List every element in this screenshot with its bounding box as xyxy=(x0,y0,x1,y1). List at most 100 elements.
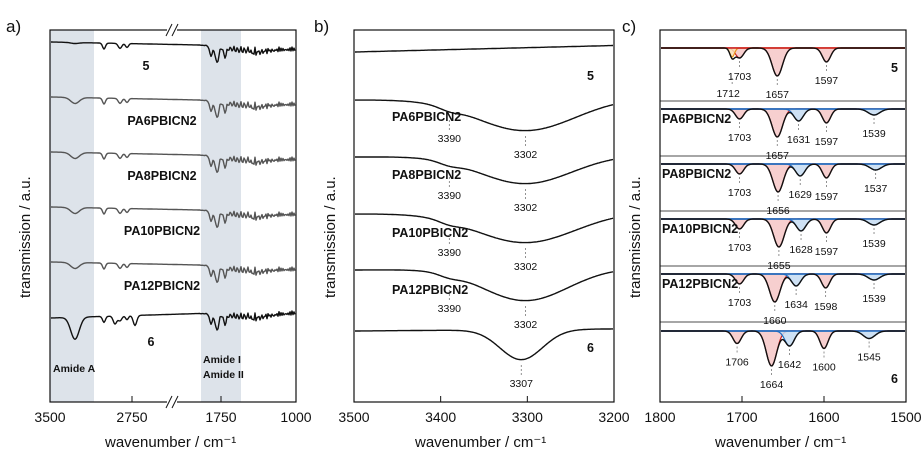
panel-b-peak-label: 3302 xyxy=(514,202,538,214)
panel-c-peak-label: 1600 xyxy=(812,362,836,374)
axis-break xyxy=(165,23,179,409)
panel-b-label: b) xyxy=(314,17,329,36)
panel-b-trace xyxy=(355,328,613,361)
panel-a-xtick-label: 1000 xyxy=(280,409,311,425)
panel-a-xtick-label: 2750 xyxy=(116,409,147,425)
panel-b-xtick-label: 3300 xyxy=(512,409,543,425)
panel-a-xtick-label: 3500 xyxy=(34,409,65,425)
panel-c-trace xyxy=(661,330,905,367)
panel-b-sample-label: 6 xyxy=(587,341,594,355)
panel-c-trace xyxy=(661,273,905,303)
panel-c-fit-fill xyxy=(660,109,905,137)
panel-c-sample-label: PA6PBICN2 xyxy=(662,112,731,126)
panel-b-sample-label: PA10PBICN2 xyxy=(392,226,468,240)
panel-c-peak-label: 1598 xyxy=(814,301,838,313)
panel-a-sample-label: 6 xyxy=(148,335,155,349)
region-label-amide-a: Amide A xyxy=(53,363,96,375)
panel-b-trace xyxy=(355,156,614,185)
panel-c-peak-label: 1634 xyxy=(784,299,808,311)
panel-b-ylabel: transmission / a.u. xyxy=(322,176,339,298)
panel-a-trace xyxy=(50,310,296,340)
panel-c-peak-label: 1597 xyxy=(815,75,839,87)
panel-a-xlabel: wavenumber / cm⁻¹ xyxy=(104,434,236,451)
panel-c-sample-label: 6 xyxy=(891,372,898,386)
panel-a: a) 5 PA6PBICN2 PA8PBICN2 PA10PBICN2 PA12PBIC… xyxy=(6,17,312,451)
amide-a-shade xyxy=(50,30,94,402)
panel-a-sample-label: PA8PBICN2 xyxy=(127,169,196,183)
panel-b-xtick-label: 3500 xyxy=(338,409,369,425)
panel-c-trace xyxy=(661,108,905,138)
panel-b-peak-label: 3390 xyxy=(438,190,462,202)
panel-c-peak-label: 1539 xyxy=(862,128,886,140)
panel-a-trace xyxy=(51,41,296,63)
panel-c-fit-fill xyxy=(660,274,905,302)
panel-c-peak-label: 1545 xyxy=(857,352,881,364)
panel-b-peak-label: 3390 xyxy=(438,133,462,145)
panel-a-ylabel: transmission / a.u. xyxy=(17,176,34,298)
panel-b-trace xyxy=(355,269,614,302)
panel-b-peak-label: 3307 xyxy=(510,378,534,390)
panel-c-xtick-label: 1500 xyxy=(890,409,921,425)
region-label-amide-ii: Amide II xyxy=(203,369,244,381)
panel-c-xtick-label: 1800 xyxy=(644,409,675,425)
panel-b-sample-label: PA12PBICN2 xyxy=(392,283,468,297)
panel-c-peak-label: 1703 xyxy=(728,187,752,199)
panel-c-peak-label: 1703 xyxy=(728,297,752,309)
panel-a-trace xyxy=(51,151,296,173)
panel-c-trace xyxy=(661,47,905,77)
panel-b-sample-label: PA6PBICN2 xyxy=(392,110,461,124)
panel-c-trace xyxy=(661,218,905,248)
panel-b-xtick-label: 3400 xyxy=(425,409,456,425)
panel-c-peak-label: 1642 xyxy=(778,359,802,371)
panel-c-fit-fill xyxy=(660,164,905,192)
panel-a-sample-label: PA6PBICN2 xyxy=(127,114,196,128)
panel-c-peak-label: 1664 xyxy=(760,379,784,391)
panel-b-frame xyxy=(353,29,615,403)
panel-c-peak-label: 1539 xyxy=(862,238,886,250)
panel-c-peak-label: 1597 xyxy=(815,136,839,148)
panel-c-sample-label: PA10PBICN2 xyxy=(662,222,738,236)
panel-c-sample-label: PA8PBICN2 xyxy=(662,167,731,181)
panel-b-trace xyxy=(355,213,614,244)
panel-c-xtick-label: 1700 xyxy=(726,409,757,425)
panel-c-peak-label: 1703 xyxy=(728,71,752,83)
region-label-amide-i: Amide I xyxy=(203,354,241,366)
panel-c-peak-label: 1657 xyxy=(766,150,790,162)
panel-c-sample-label: PA12PBICN2 xyxy=(662,277,738,291)
panel-a-trace xyxy=(51,206,296,228)
panel-b-trace xyxy=(355,99,614,132)
panel-c-peak-label: 1537 xyxy=(864,183,888,195)
panel-b-sample-label: PA8PBICN2 xyxy=(392,168,461,182)
panel-c-peak-label: 1660 xyxy=(763,315,787,327)
panel-a-label: a) xyxy=(6,17,21,36)
panel-a-trace xyxy=(51,261,296,283)
panel-b-peak-label: 3302 xyxy=(514,319,538,331)
panel-b-peak-label: 3390 xyxy=(438,303,462,315)
panel-c-xlabel: wavenumber / cm⁻¹ xyxy=(714,434,846,451)
panel-b-traces xyxy=(355,44,614,361)
panel-a-sample-label: PA12PBICN2 xyxy=(124,279,200,293)
panel-b-trace xyxy=(355,44,613,53)
panel-c-peak-label: 1597 xyxy=(815,191,839,203)
panel-c-fit-fill xyxy=(660,331,905,346)
panel-c-peak-label: 1712 xyxy=(716,88,740,100)
panel-c-peak-label: 1655 xyxy=(767,260,791,272)
panel-b-peak-label: 3302 xyxy=(514,261,538,273)
panel-b: b) 5 PA6PBICN2 3390 3302 PA8PBICN2 3390 3302 PA… xyxy=(314,17,630,451)
panel-b-xlabel: wavenumber / cm⁻¹ xyxy=(414,434,546,451)
panel-b-peak-label: 3302 xyxy=(514,149,538,161)
panel-c-peak-label: 1703 xyxy=(728,242,752,254)
panel-a-traces xyxy=(50,41,296,340)
panel-a-sample-label: PA10PBICN2 xyxy=(124,224,200,238)
panel-a-trace xyxy=(51,96,296,118)
panel-c-peak-label: 1703 xyxy=(728,132,752,144)
panel-c-peak-label: 1597 xyxy=(815,246,839,258)
panel-b-sample-label: 5 xyxy=(587,69,594,83)
panel-c-peak-label: 1657 xyxy=(766,89,790,101)
panel-c-trace xyxy=(661,163,905,193)
panel-c: c) 5 1703 1657 1597 1712 PA6PBICN2 1703 1657 159… xyxy=(622,17,922,451)
panel-c-peak-label: 1539 xyxy=(862,293,886,305)
panel-a-xtick-label: 1750 xyxy=(205,409,236,425)
panel-b-peak-label: 3390 xyxy=(438,247,462,259)
